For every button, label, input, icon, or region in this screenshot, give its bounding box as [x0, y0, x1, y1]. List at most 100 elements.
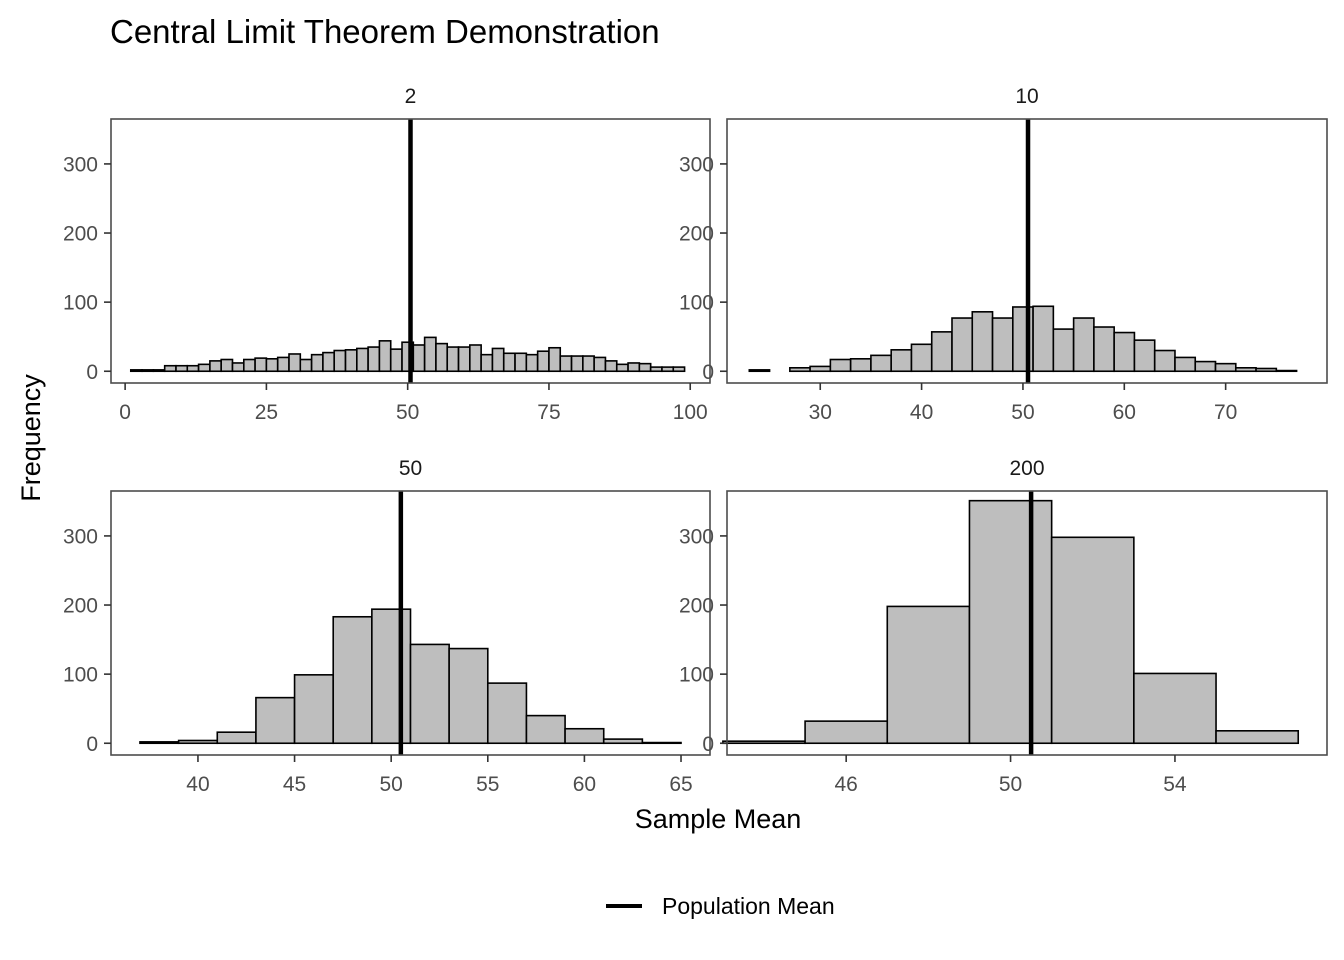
histogram-bar [412, 344, 426, 373]
histogram-bar [1153, 349, 1176, 373]
histogram-bar [638, 362, 652, 373]
x-tick-label: 65 [669, 773, 692, 796]
histogram-bar [722, 740, 806, 745]
histogram-bar [435, 342, 449, 373]
histogram-bar [910, 343, 933, 373]
histogram-bar [661, 366, 675, 373]
histogram-bar [332, 615, 373, 745]
y-tick-label: 200 [63, 223, 98, 246]
panel-border [110, 490, 711, 756]
histogram-bar [548, 346, 562, 373]
y-tick-label: 100 [679, 292, 714, 315]
histogram-bar [254, 357, 268, 373]
histogram-bar [1234, 366, 1257, 373]
y-tick-label: 0 [86, 361, 98, 384]
facet-strip-label: 200 [1009, 457, 1044, 480]
histogram-bar [1072, 317, 1095, 373]
histogram-bar [525, 714, 566, 745]
histogram-bar [570, 355, 584, 373]
x-tick-label: 40 [186, 773, 209, 796]
y-tick-label: 300 [63, 525, 98, 548]
histogram-bar [1032, 305, 1055, 373]
y-tick-label: 200 [63, 595, 98, 618]
panel-border [110, 118, 711, 384]
histogram-bar [672, 366, 686, 373]
histogram-bar [602, 738, 644, 745]
histogram-bar [255, 696, 296, 745]
histogram-bar [491, 347, 505, 373]
y-axis-title: Frequency [16, 374, 46, 502]
histogram-bar [1275, 369, 1298, 373]
legend: Population Mean [606, 893, 835, 919]
legend-label-population-mean: Population Mean [662, 893, 835, 919]
x-tick-label: 30 [809, 401, 832, 424]
x-tick-label: 54 [1163, 773, 1187, 796]
histogram-bar [152, 369, 166, 373]
histogram-bar [615, 363, 629, 373]
histogram-bar [389, 348, 403, 373]
histogram-bar [564, 727, 605, 745]
histogram-bar [1133, 339, 1156, 373]
x-tick-label: 50 [396, 401, 419, 424]
x-tick-label: 46 [834, 773, 857, 796]
histogram-bar [322, 351, 336, 373]
histogram-bar [1255, 367, 1278, 373]
histogram-bar [486, 682, 528, 745]
histogram-bar [129, 369, 143, 373]
y-tick-label: 300 [679, 525, 714, 548]
histogram-bar [951, 317, 974, 373]
histogram-bar [1133, 672, 1217, 745]
histogram-bar [886, 605, 971, 745]
y-tick-label: 200 [679, 223, 714, 246]
histogram-bar [582, 355, 595, 373]
histogram-bar [641, 741, 682, 745]
histogram-bar [502, 352, 516, 373]
histogram-bar [789, 366, 811, 373]
histogram-bar [371, 608, 412, 745]
histogram-bar [344, 349, 358, 373]
histogram-bar [849, 358, 872, 373]
x-tick-label: 60 [1113, 401, 1136, 424]
x-tick-label: 70 [1214, 401, 1237, 424]
facet-panel-2: 2 0 100 200 300 0 25 50 75 100 [63, 85, 711, 424]
y-tick-label: 200 [679, 595, 714, 618]
x-axis-title: Sample Mean [635, 804, 802, 834]
histogram-bar [971, 311, 994, 373]
histogram-bar [1052, 328, 1075, 373]
histogram-bar [333, 349, 347, 373]
histogram-bar [804, 720, 889, 745]
histogram-bar [310, 353, 324, 373]
x-tick-label: 0 [119, 401, 131, 424]
histogram-bar [356, 347, 369, 373]
histogram-bar [220, 358, 234, 373]
x-tick-label: 55 [476, 773, 499, 796]
histogram-bar [593, 356, 607, 373]
histogram-bar [604, 360, 618, 373]
histogram-bar [177, 739, 219, 745]
histogram-bar [536, 350, 550, 373]
histogram-bar [1093, 326, 1115, 373]
histogram-bar [288, 353, 302, 373]
facet-panel-50: 50 0 100 200 300 40 45 50 55 60 65 [63, 457, 711, 796]
chart-title: Central Limit Theorem Demonstration [110, 13, 660, 50]
histogram-bar [139, 741, 180, 745]
histogram-bar [991, 317, 1014, 373]
histogram-bar [457, 346, 471, 373]
histogram-bar [409, 643, 450, 745]
histogram-bar [1215, 730, 1300, 745]
y-tick-label: 100 [63, 664, 98, 687]
x-tick-label: 75 [537, 401, 560, 424]
facet-panel-200: 200 0 100 200 300 46 50 54 [679, 457, 1328, 796]
histogram-bar [197, 363, 211, 373]
histogram-bar [163, 364, 177, 373]
histogram-bar [649, 366, 663, 373]
histogram-bar [175, 364, 189, 373]
histogram-bar [890, 349, 913, 373]
histogram-bar [870, 354, 892, 373]
histogram-bar [829, 358, 852, 373]
histogram-bar [299, 358, 313, 373]
histogram-bar [1194, 360, 1217, 373]
histogram-bar [480, 353, 494, 373]
